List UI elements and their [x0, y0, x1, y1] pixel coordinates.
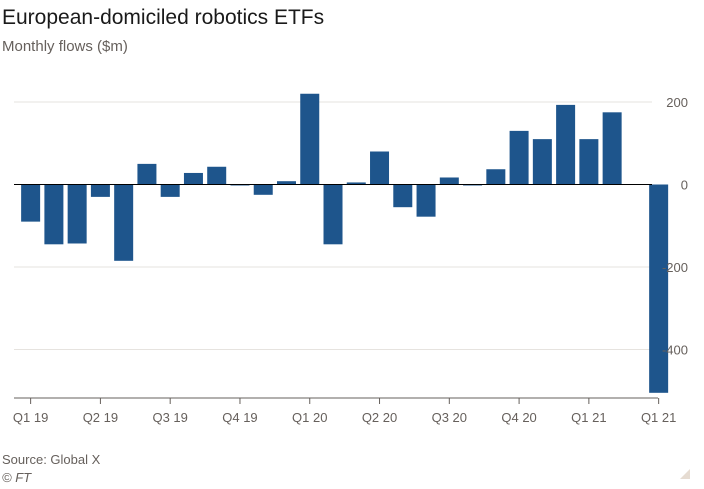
bar-apr-20 [370, 151, 390, 185]
bar-feb-21 [602, 112, 622, 185]
corner-decoration [680, 469, 690, 479]
bar-jan-20 [300, 93, 320, 185]
x-axis: Q1 19 Q2 19 Q3 19 Q4 19 Q1 20 Q2 20 Q3 20 Q4 20… [13, 397, 676, 425]
x-tick-label: Q4 20 [501, 410, 536, 425]
bar-apr-19 [90, 184, 110, 197]
bar-jun-19 [137, 163, 157, 185]
copyright-note: © FT [2, 470, 32, 485]
bar-apr-21 [649, 184, 669, 393]
x-tick-label: Q1 19 [13, 410, 48, 425]
bar-feb-19 [44, 184, 64, 245]
bar-jan-19 [21, 184, 41, 222]
chart-subtitle: Monthly flows ($m) [2, 38, 128, 55]
y-tick-label: -200 [662, 260, 688, 275]
bar-aug-19 [183, 172, 203, 185]
y-axis-labels: 200 0 -200 -400 [662, 95, 688, 358]
bar-dec-20 [556, 104, 576, 185]
x-tick-label: Q2 19 [83, 410, 118, 425]
bar-dec-19 [276, 181, 296, 185]
bar-may-20 [393, 184, 413, 208]
x-tick-label: Q2 20 [362, 410, 397, 425]
x-tick-label: Q3 19 [152, 410, 187, 425]
x-tick-label: Q4 19 [222, 410, 257, 425]
bar-jul-20 [439, 177, 459, 185]
y-tick-label: 200 [666, 95, 688, 110]
x-tick-label: Q1 20 [292, 410, 327, 425]
bar-jan-21 [579, 139, 599, 185]
x-tick-label: Q1 21 [641, 410, 676, 425]
bar-oct-20 [509, 130, 529, 185]
source-note: Source: Global X [2, 452, 101, 467]
bar-mar-20 [346, 182, 366, 185]
bar-mar-19 [67, 184, 87, 244]
bar-sep-20 [486, 169, 506, 185]
bar-jun-20 [416, 184, 436, 217]
x-tick-label: Q1 21 [571, 410, 606, 425]
bar-nov-19 [253, 184, 273, 195]
bar-sep-19 [207, 166, 227, 185]
chart-title: European-domiciled robotics ETFs [2, 6, 325, 29]
y-tick-label: 0 [681, 178, 688, 193]
x-tick-label: Q3 20 [432, 410, 467, 425]
bar-nov-20 [532, 139, 552, 185]
bar-feb-20 [323, 184, 343, 245]
bar-jul-19 [160, 184, 180, 197]
y-tick-label: -400 [662, 343, 688, 358]
bar-layer [21, 93, 669, 393]
grid-layer [14, 101, 652, 350]
bar-may-19 [114, 184, 134, 261]
